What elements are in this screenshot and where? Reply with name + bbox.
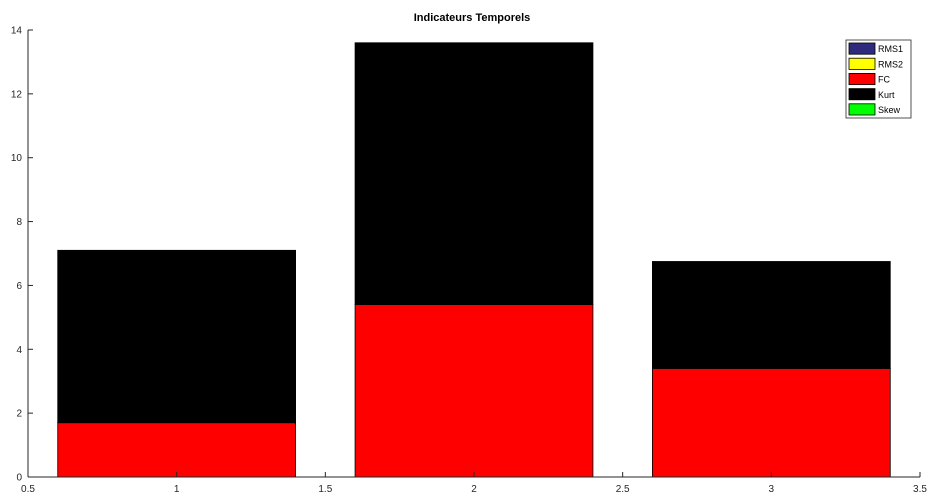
y-tick-label: 14 <box>11 26 23 37</box>
bar-fc-3 <box>652 368 891 478</box>
y-tick-label: 2 <box>16 409 22 420</box>
legend-label-kurt: Kurt <box>878 90 895 100</box>
y-tick-label: 4 <box>16 345 22 356</box>
legend-label-fc: FC <box>878 75 890 85</box>
bars-group <box>57 42 891 478</box>
axes-group: 0 2 4 6 8 10 12 14 0.5 1 1.5 2 2.5 3 3.5 <box>11 26 928 496</box>
legend-swatch-kurt <box>848 88 876 101</box>
legend: RMS1 RMS2 FC Kurt Skew <box>845 39 912 119</box>
y-tick-label: 6 <box>16 281 22 292</box>
legend-swatch-skew <box>848 103 876 116</box>
bar-fc-1 <box>57 422 297 478</box>
x-tick-label: 0.5 <box>21 484 35 495</box>
legend-label-rms2: RMS2 <box>878 59 903 69</box>
legend-swatch-rms2 <box>848 57 876 70</box>
x-tick-label: 1.5 <box>318 484 332 495</box>
bar-kurt-3 <box>652 261 891 369</box>
legend-swatch-rms1 <box>848 42 876 55</box>
legend-swatch-fc <box>848 73 876 86</box>
x-tick-label: 3.5 <box>913 484 927 495</box>
bar-kurt-1 <box>57 249 297 424</box>
x-tick-label: 2 <box>471 484 477 495</box>
y-tick-label: 10 <box>11 153 23 164</box>
x-tick-label: 1 <box>174 484 180 495</box>
legend-label-rms1: RMS1 <box>878 44 903 54</box>
bar-fc-2 <box>354 304 594 478</box>
x-tick-label: 3 <box>769 484 775 495</box>
y-tick-label: 8 <box>16 217 22 228</box>
chart-title: Indicateurs Temporels <box>414 12 531 24</box>
y-tick-label: 0 <box>16 473 22 484</box>
x-tick-label: 2.5 <box>616 484 630 495</box>
bar-kurt-2 <box>354 42 594 305</box>
legend-label-skew: Skew <box>878 105 901 115</box>
y-tick-label: 12 <box>11 89 23 100</box>
